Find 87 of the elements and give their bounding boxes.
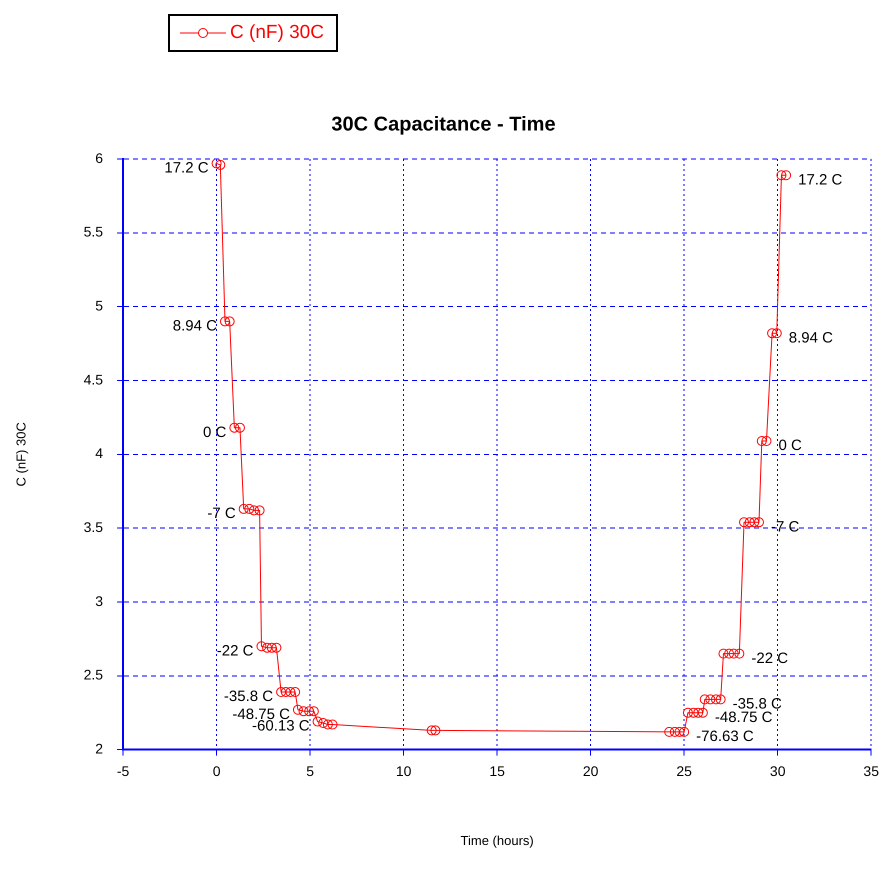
- point: [756, 436, 767, 446]
- chart-title: 30C Capacitance - Time: [331, 114, 556, 136]
- y-tick-label: 4: [95, 445, 104, 462]
- point: [772, 328, 782, 338]
- point: [220, 316, 230, 326]
- point: [244, 504, 254, 514]
- point: [679, 726, 690, 737]
- point: [298, 706, 309, 716]
- y-tick-label: 5: [95, 298, 104, 314]
- point: [215, 160, 226, 170]
- point: [224, 316, 235, 326]
- x-tick-label: 15: [489, 762, 506, 779]
- point: [212, 159, 222, 168]
- y-tick-label: 3.5: [84, 518, 104, 535]
- point: [739, 517, 750, 528]
- x-axis-title: Time (hours): [460, 832, 534, 848]
- point: [781, 170, 792, 180]
- annotation: -35.8 C: [224, 688, 274, 706]
- annotation: -7 C: [207, 505, 236, 522]
- x-tick-label: 5: [306, 762, 314, 779]
- y-tick-label: 5.5: [84, 224, 104, 240]
- annotation: 17.2 C: [798, 171, 842, 188]
- point: [430, 725, 440, 736]
- point: [285, 687, 296, 698]
- x-tick-label: -5: [116, 762, 130, 779]
- point: [290, 687, 300, 698]
- point: [710, 694, 721, 704]
- annotation: 8.94 C: [172, 318, 218, 335]
- y-tick-label: 6: [95, 150, 104, 166]
- point: [698, 708, 708, 718]
- point: [761, 436, 772, 446]
- point: [271, 642, 282, 653]
- annotation: 8.94 C: [788, 329, 834, 346]
- y-tick-label: 2: [95, 740, 104, 756]
- point: [256, 641, 266, 652]
- x-tick-label: 10: [396, 762, 412, 779]
- point: [234, 422, 245, 433]
- x-tick-label: 20: [582, 762, 599, 779]
- x-tick-label: 25: [676, 762, 692, 779]
- point: [262, 642, 272, 653]
- point: [254, 505, 265, 516]
- y-tick-label: 4.5: [84, 371, 104, 388]
- point: [776, 170, 786, 180]
- point: [744, 517, 755, 528]
- annotation: 0 C: [778, 437, 802, 454]
- point: [304, 706, 314, 716]
- point: [426, 725, 437, 736]
- annotation: 0 C: [203, 424, 227, 441]
- annotation: 17.2 C: [164, 160, 209, 177]
- x-tick-label: 35: [863, 762, 880, 779]
- point: [688, 708, 699, 718]
- annotation: -22 C: [216, 642, 254, 660]
- point: [682, 708, 693, 718]
- point: [248, 505, 259, 516]
- point: [276, 687, 286, 698]
- point: [734, 648, 744, 659]
- point: [767, 328, 778, 338]
- point: [718, 648, 728, 659]
- point: [328, 720, 338, 730]
- point: [749, 517, 760, 528]
- point: [292, 704, 303, 715]
- point: [700, 694, 710, 704]
- point: [318, 718, 328, 728]
- annotation: -76.63 C: [696, 728, 754, 746]
- x-tick-label: 0: [212, 762, 221, 779]
- y-tick-label: 2.5: [84, 666, 104, 683]
- point: [728, 648, 739, 659]
- y-tick-label: 3: [95, 592, 104, 609]
- y-axis-title: C (nF) 30C: [13, 422, 28, 486]
- point: [280, 687, 291, 698]
- point: [693, 708, 704, 718]
- point: [716, 694, 726, 704]
- point: [238, 504, 249, 514]
- point: [312, 716, 323, 727]
- annotation: -22 C: [751, 650, 788, 667]
- point: [754, 517, 764, 528]
- legend-label: C (nF) 30C: [230, 22, 324, 44]
- point: [322, 720, 333, 730]
- point: [229, 422, 240, 433]
- point: [674, 726, 684, 737]
- point: [266, 642, 277, 653]
- x-tick-label: 30: [770, 762, 786, 779]
- point: [308, 706, 319, 716]
- point: [670, 726, 680, 737]
- point: [705, 694, 716, 704]
- point: [664, 726, 674, 737]
- point: [724, 648, 734, 659]
